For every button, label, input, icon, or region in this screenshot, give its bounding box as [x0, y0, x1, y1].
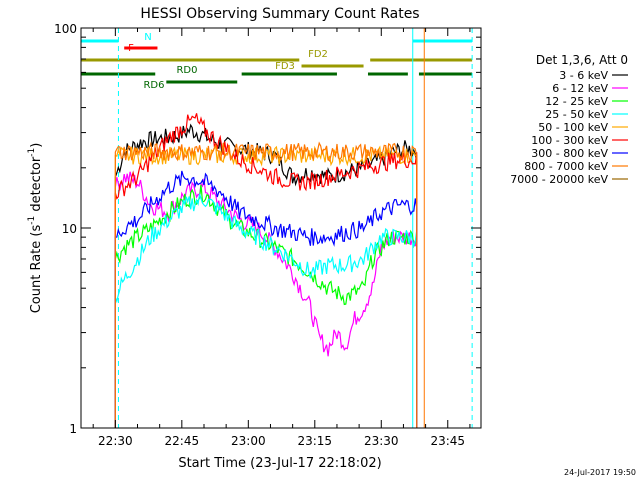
series-line-6	[114, 113, 418, 428]
plot-area	[81, 28, 473, 428]
legend-label: 300 - 800 keV	[531, 147, 608, 160]
y-axis: 1 10 100	[54, 22, 481, 436]
legend-label: 25 - 50 keV	[545, 108, 608, 121]
x-tick-label: 23:00	[231, 434, 266, 448]
x-tick-label: 22:30	[98, 434, 133, 448]
y-tick-label: 1	[69, 422, 77, 436]
series-line-4	[114, 193, 418, 428]
x-tick-label: 23:45	[430, 434, 465, 448]
legend-label: 3 - 6 keV	[559, 69, 608, 82]
y-axis-label: Count Rate (s-1 detector-1)	[27, 143, 44, 314]
legend-label: 7000 - 20000 keV	[510, 173, 608, 186]
y-axis-label-mid: detector	[29, 156, 44, 216]
x-tick-label: 22:45	[165, 434, 200, 448]
series-line-7	[114, 170, 418, 428]
series-lines	[114, 113, 418, 428]
flag-label-rd0: RD0	[176, 65, 197, 76]
y-tick-label: 100	[54, 22, 77, 36]
chart-title: HESSI Observing Summary Count Rates	[140, 6, 419, 22]
flag-label-rd6: RD6	[143, 80, 164, 91]
flag-label-fd2: FD2	[308, 49, 328, 60]
y-axis-label-main: Count Rate (s	[29, 225, 44, 314]
flag-bars	[81, 39, 473, 84]
series-line-2	[114, 171, 418, 428]
legend-label: 50 - 100 keV	[538, 121, 608, 134]
flag-label-fd3: FD3	[275, 61, 295, 72]
footer-date: 24-Jul-2017 19:50	[564, 468, 636, 477]
y-axis-label-sup1: -1	[27, 216, 37, 225]
y-axis-label-sup2: -1	[27, 148, 37, 157]
legend-title: Det 1,3,6, Att 0	[536, 53, 628, 67]
flag-label-f: F	[128, 43, 134, 54]
series-line-8	[114, 141, 418, 428]
x-axis-label: Start Time (23-Jul-17 22:18:02)	[178, 456, 381, 471]
x-tick-label: 23:15	[297, 434, 332, 448]
flag-label-n: N	[144, 32, 151, 43]
y-tick-label: 10	[62, 222, 77, 236]
legend-label: 12 - 25 keV	[545, 95, 608, 108]
legend-label: 800 - 7000 keV	[524, 160, 608, 173]
y-axis-label-end: )	[29, 143, 44, 148]
x-axis: 22:30 22:45 23:00 23:15 23:30 23:45	[92, 28, 471, 448]
legend-label: 6 - 12 keV	[552, 82, 608, 95]
x-tick-label: 23:30	[364, 434, 399, 448]
legend-label: 100 - 300 keV	[531, 134, 608, 147]
